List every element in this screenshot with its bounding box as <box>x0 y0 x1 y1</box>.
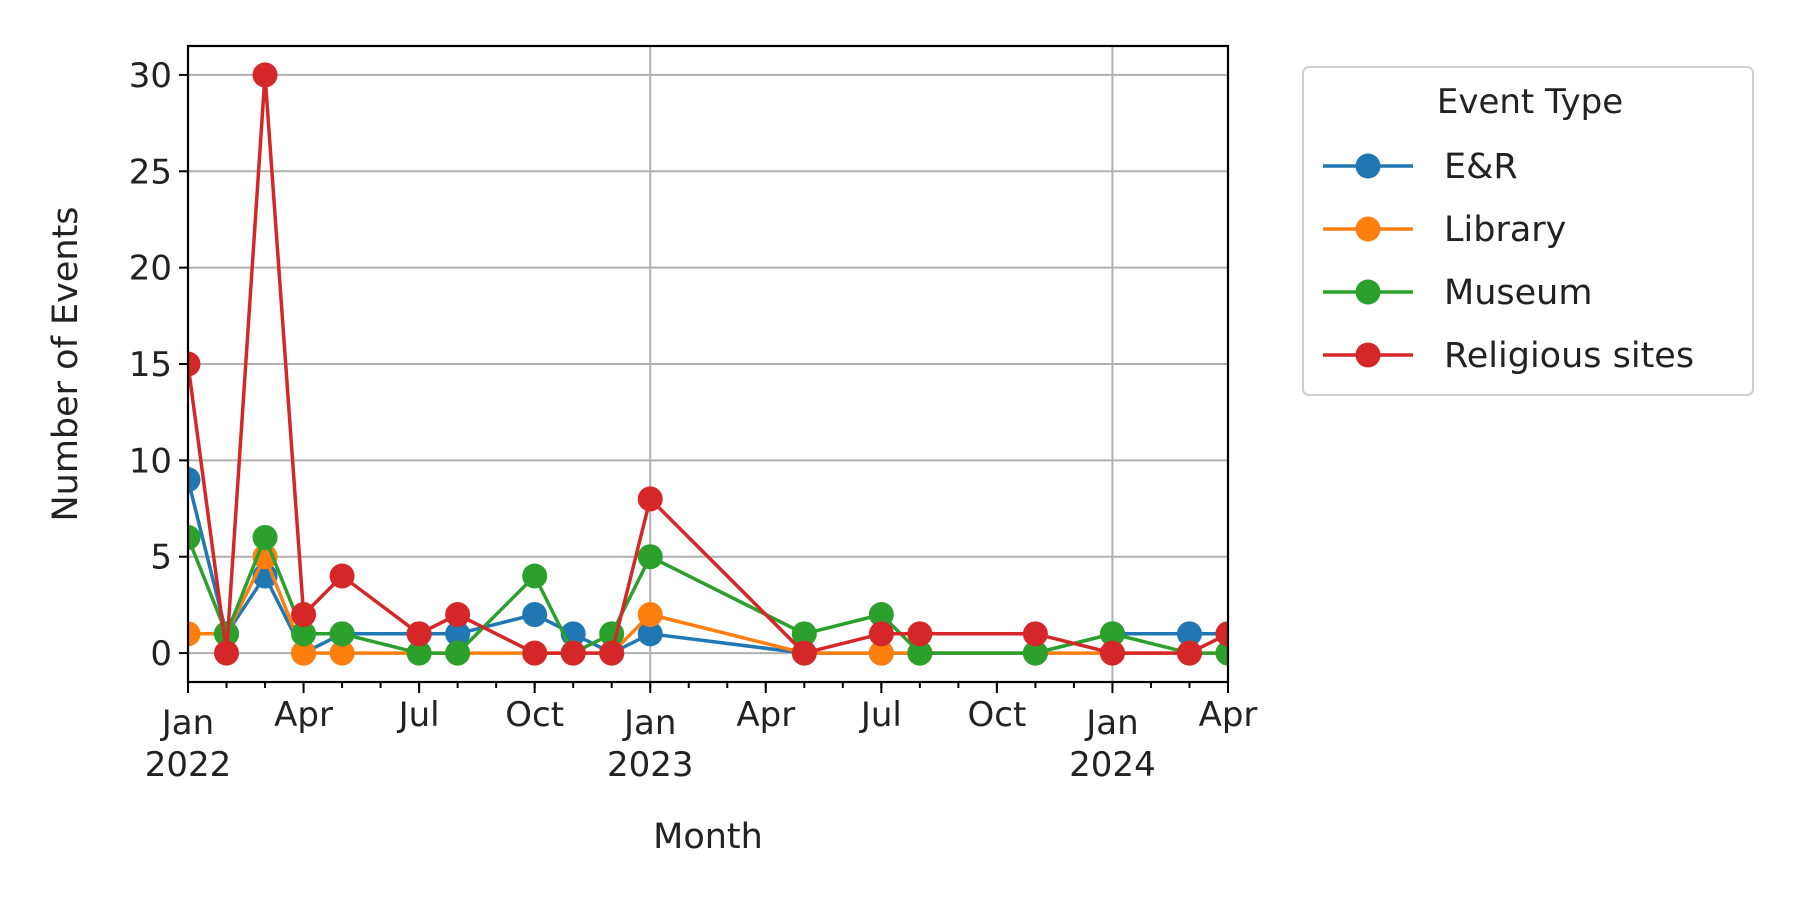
x-tick-label: Jul <box>859 695 902 735</box>
data-point <box>1215 621 1228 647</box>
legend-label: Library <box>1444 210 1566 250</box>
data-point <box>637 544 663 570</box>
legend-label: Museum <box>1444 273 1592 313</box>
series <box>188 62 1228 666</box>
data-point <box>868 640 894 666</box>
data-point <box>291 640 317 666</box>
legend-label: Religious sites <box>1444 336 1694 376</box>
data-point <box>291 621 317 647</box>
data-point <box>188 621 201 647</box>
data-point <box>406 640 432 666</box>
data-point <box>1176 640 1202 666</box>
data-point <box>1022 621 1048 647</box>
data-point <box>214 640 240 666</box>
data-point <box>445 621 471 647</box>
data-point <box>445 602 471 628</box>
data-point <box>522 602 548 628</box>
data-point <box>1215 640 1228 666</box>
data-point <box>1022 640 1048 666</box>
legend-marker <box>1355 279 1381 305</box>
data-point <box>791 621 817 647</box>
data-point <box>445 640 471 666</box>
x-tick-label: Apr <box>274 695 333 735</box>
legend-marker <box>1355 342 1381 368</box>
legend-item: Library <box>1323 210 1566 250</box>
legend-label: E&R <box>1444 147 1518 187</box>
legend-item: Religious sites <box>1323 336 1694 376</box>
x-axis-label: Month <box>653 817 763 857</box>
data-point <box>188 351 201 377</box>
x-tick-label: Apr <box>1199 695 1258 735</box>
data-point <box>907 640 933 666</box>
data-point <box>868 602 894 628</box>
x-tick-year-label: 2022 <box>145 745 232 785</box>
legend: Event Type E&R Library Museum Religious sit… <box>1302 66 1754 396</box>
data-point <box>1176 621 1202 647</box>
data-point <box>188 524 201 550</box>
data-point <box>637 486 663 512</box>
data-point <box>1099 621 1125 647</box>
data-point <box>188 467 201 493</box>
grid <box>187 46 1228 682</box>
legend-marker <box>1355 216 1381 242</box>
legend-title: Event Type <box>1437 82 1623 122</box>
x-tick-year-label: 2023 <box>607 745 694 785</box>
data-point <box>522 640 548 666</box>
data-point <box>599 640 625 666</box>
data-point <box>637 602 663 628</box>
data-point <box>252 524 278 550</box>
data-point <box>291 602 317 628</box>
data-point <box>252 62 278 88</box>
x-tick-label: Jul <box>397 695 440 735</box>
data-point <box>637 621 663 647</box>
x-tick-label: Jan <box>160 703 214 743</box>
data-point <box>1099 640 1125 666</box>
legend-box <box>1302 66 1754 396</box>
legend-item: Museum <box>1323 273 1592 313</box>
x-tick-label: Apr <box>736 695 795 735</box>
y-tick-label: 15 <box>129 345 172 385</box>
y-axis-label: Number of Events <box>46 206 86 521</box>
series <box>188 544 1228 666</box>
data-point <box>907 621 933 647</box>
data-point <box>406 621 432 647</box>
y-tick-label: 5 <box>150 538 172 578</box>
y-tick-label: 0 <box>150 634 172 674</box>
y-tick-label: 10 <box>129 441 172 481</box>
x-tick-label: Jan <box>622 703 676 743</box>
legend-marker <box>1355 153 1381 179</box>
y-tick-label: 30 <box>129 56 172 96</box>
data-point <box>791 640 817 666</box>
plot-area <box>188 62 1228 666</box>
data-point <box>329 621 355 647</box>
data-point <box>329 563 355 589</box>
x-tick-label: Jan <box>1084 703 1138 743</box>
data-point <box>522 563 548 589</box>
y-tick-label: 20 <box>129 249 172 289</box>
x-tick-label: Oct <box>967 695 1026 735</box>
data-point <box>329 640 355 666</box>
y-axis: 0 5 10 15 20 25 30 <box>129 56 188 674</box>
legend-item: E&R <box>1323 147 1518 187</box>
x-tick-label: Oct <box>505 695 564 735</box>
data-point <box>868 621 894 647</box>
series-line <box>188 73 1228 655</box>
y-tick-label: 25 <box>129 152 172 192</box>
x-tick-year-label: 2024 <box>1069 745 1156 785</box>
data-point <box>560 640 586 666</box>
